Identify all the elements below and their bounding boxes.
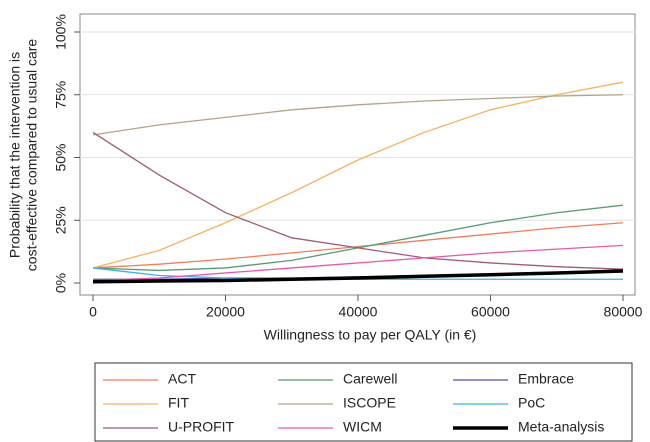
y-axis-label: Probability that the intervention is <box>7 52 23 258</box>
legend-label: U-PROFIT <box>168 419 235 435</box>
series-line <box>92 94 624 136</box>
series-line <box>92 131 624 270</box>
y-tick-label: 25% <box>53 206 69 234</box>
series-line <box>92 269 624 284</box>
legend-label: FIT <box>168 395 189 411</box>
y-tick-label: 100% <box>53 14 69 50</box>
series-line <box>92 81 624 269</box>
x-tick-label: 40000 <box>339 304 378 320</box>
legend-label: Embrace <box>518 371 574 387</box>
series-line <box>92 222 624 269</box>
legend-label: Meta-analysis <box>518 419 604 435</box>
y-tick-label: 0% <box>53 273 69 293</box>
legend-label: Carewell <box>343 371 397 387</box>
y-tick-label: 75% <box>53 81 69 109</box>
x-tick-label: 20000 <box>206 304 245 320</box>
legend-label: ACT <box>168 371 196 387</box>
plot-frame <box>79 13 636 296</box>
x-tick-label: 60000 <box>471 304 510 320</box>
x-tick-label: 80000 <box>604 304 643 320</box>
legend-label: PoC <box>518 395 545 411</box>
legend-label: WICM <box>343 419 382 435</box>
legend-label: ISCOPE <box>343 395 396 411</box>
series-line <box>92 244 624 282</box>
x-axis-label: Willingness to pay per QALY (in €) <box>264 327 477 343</box>
legend-box <box>94 362 633 442</box>
series-line <box>92 204 624 272</box>
x-tick-label: 0 <box>89 304 97 320</box>
y-tick-label: 50% <box>53 143 69 171</box>
y-axis-label: cost-effective compared to usual care <box>24 39 40 272</box>
